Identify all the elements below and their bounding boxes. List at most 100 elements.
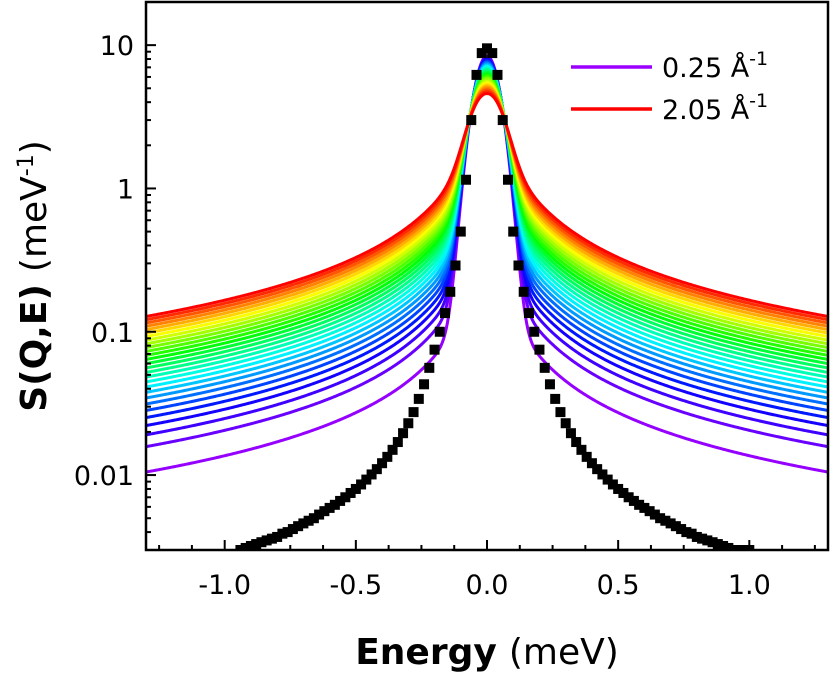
x-tick-label: 0.0: [466, 570, 509, 601]
y-axis-title-unit-close: ): [14, 140, 55, 154]
resolution-point: [492, 69, 503, 80]
y-tick-label: 10: [100, 31, 134, 62]
resolution-point: [544, 379, 555, 390]
resolution-point: [466, 115, 477, 126]
resolution-point: [691, 531, 702, 542]
resolution-point: [314, 509, 325, 520]
legend-label-sup: -1: [749, 48, 768, 70]
resolution-point: [345, 487, 356, 498]
resolution-point: [712, 539, 723, 550]
resolution-point: [686, 528, 697, 539]
resolution-point: [681, 527, 692, 538]
resolution-point: [440, 308, 451, 319]
resolution-point: [497, 115, 508, 126]
resolution-point: [581, 451, 592, 462]
curve-family: [146, 54, 828, 474]
resolution-point: [513, 260, 524, 271]
resolution-point: [476, 48, 487, 59]
x-axis-title: Energy (meV): [355, 632, 619, 673]
resolution-point: [602, 474, 613, 485]
resolution-point: [508, 226, 519, 237]
curve-q-28: [146, 91, 828, 318]
resolution-point: [623, 492, 634, 503]
curve-q-26: [146, 88, 828, 325]
resolution-point: [534, 344, 545, 355]
curve-q-20: [146, 78, 828, 346]
resolution-point: [670, 521, 681, 532]
legend-label: 0.25 Å-1: [662, 48, 768, 84]
resolution-point: [403, 418, 414, 429]
x-axis-title-main: Energy: [355, 632, 497, 673]
resolution-points: [235, 43, 755, 550]
resolution-point: [539, 362, 550, 373]
y-axis-title-unit: (meV: [14, 176, 55, 272]
resolution-point: [329, 499, 340, 510]
x-axis-title-unit: (meV): [509, 632, 619, 673]
resolution-point: [502, 174, 513, 185]
legend-label: 2.05 Å-1: [662, 90, 768, 126]
y-axis-title: S(Q,E) (meV-1): [14, 140, 55, 412]
resolution-point: [597, 469, 608, 480]
resolution-point: [697, 533, 708, 544]
curve-q-23: [146, 83, 828, 335]
resolution-point: [398, 428, 409, 439]
resolution-point: [256, 537, 267, 548]
resolution-point: [644, 506, 655, 517]
resolution-point: [455, 226, 466, 237]
curve-q-25: [146, 86, 828, 328]
resolution-point: [523, 308, 534, 319]
resolution-point: [518, 286, 529, 297]
resolution-point: [419, 379, 430, 390]
resolution-point: [618, 487, 629, 498]
resolution-point: [613, 483, 624, 494]
resolution-point: [356, 479, 367, 490]
resolution-point: [728, 545, 739, 550]
resolution-point: [251, 539, 262, 550]
x-tick-label: -1.0: [198, 570, 251, 601]
resolution-point: [240, 542, 251, 550]
x-tick-label: 0.5: [597, 570, 640, 601]
resolution-point: [272, 531, 283, 542]
resolution-point: [586, 458, 597, 469]
resolution-point: [718, 540, 729, 550]
resolution-point: [298, 518, 309, 529]
resolution-point: [576, 444, 587, 455]
resolution-point: [261, 535, 272, 546]
y-tick-label: 0.01: [74, 461, 134, 492]
y-tick-label: 1: [117, 174, 134, 205]
resolution-point: [592, 464, 603, 475]
resolution-point: [308, 513, 319, 524]
resolution-point: [387, 444, 398, 455]
curve-q-24: [146, 84, 828, 332]
resolution-point: [366, 469, 377, 480]
y-axis-title-unit-sup: -1: [14, 154, 39, 176]
resolution-point: [361, 474, 372, 485]
legend: 0.25 Å-12.05 Å-1: [571, 48, 768, 126]
legend-label-main: 0.25 Å: [662, 52, 750, 84]
resolution-point: [550, 393, 561, 404]
curve-q-27: [146, 90, 828, 322]
resolution-point: [565, 428, 576, 439]
resolution-point: [555, 407, 566, 418]
y-axis-title-main: S(Q,E): [14, 284, 55, 412]
legend-label-sup: -1: [749, 90, 768, 112]
resolution-point: [660, 515, 671, 526]
resolution-point: [340, 492, 351, 503]
resolution-point: [571, 437, 582, 448]
resolution-point: [235, 545, 246, 550]
resolution-point: [639, 502, 650, 513]
resolution-point: [445, 286, 456, 297]
resolution-point: [529, 326, 540, 337]
resolution-point: [303, 515, 314, 526]
legend-label-main: 2.05 Å: [662, 94, 750, 126]
resolution-point: [560, 418, 571, 429]
resolution-point: [733, 545, 744, 550]
resolution-point: [335, 495, 346, 506]
resolution-point: [471, 69, 482, 80]
resolution-point: [324, 502, 335, 513]
resolution-point: [676, 524, 687, 535]
resolution-point: [293, 521, 304, 532]
resolution-point: [382, 451, 393, 462]
resolution-point: [482, 43, 492, 54]
